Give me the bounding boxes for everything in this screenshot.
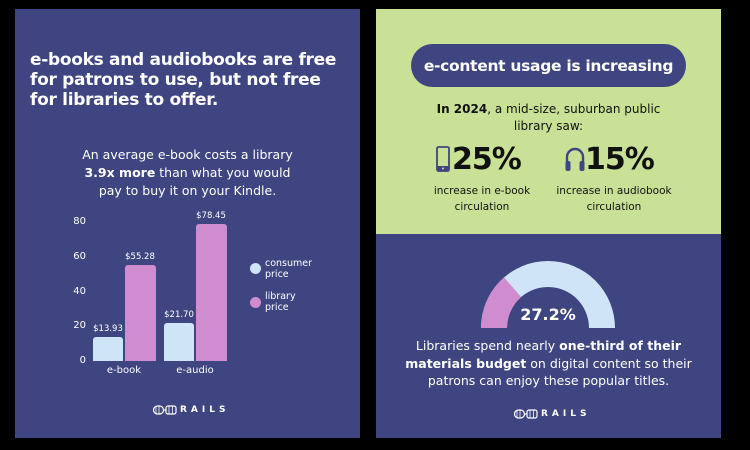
subtitle-rest: than what you would xyxy=(155,165,291,180)
subtitle-line-3: pay to buy it on your Kindle. xyxy=(98,183,277,198)
rails-logo-left: RAILS xyxy=(153,405,229,415)
legend-library-dot xyxy=(250,297,261,308)
gauge-value: 27.2% xyxy=(520,305,576,324)
bar-ebook-consumer xyxy=(93,337,123,361)
stat-ebook-label: increase in e-book circulation xyxy=(417,183,547,215)
stat-ebook-label-line2: circulation xyxy=(454,201,510,213)
y-tick-80: 80 xyxy=(73,216,86,227)
pill-heading: e-content usage is increasing xyxy=(411,44,686,87)
desc-pre: Libraries spend nearly xyxy=(415,338,560,353)
rails-logo-right: RAILS xyxy=(514,409,590,419)
bar-label-eaudio-library: $78.45 xyxy=(196,211,226,221)
tablet-icon xyxy=(436,146,450,176)
intro-bold: In 2024 xyxy=(436,102,488,116)
desc-line-3: patrons can enjoy these popular titles. xyxy=(427,373,670,388)
intro-line-2: library saw: xyxy=(513,119,584,133)
stat-ebook-label-line1: increase in e-book xyxy=(433,185,531,197)
stat-audio-value: 15% xyxy=(585,142,655,177)
legend-consumer-label: consumer price xyxy=(265,258,313,280)
stat-audio-label-line1: increase in audiobook xyxy=(556,185,672,197)
bar-label-ebook-consumer: $13.93 xyxy=(93,324,123,334)
y-tick-20: 20 xyxy=(73,320,86,331)
left-title: e-books and audiobooks are free for patr… xyxy=(30,50,337,110)
rails-logo-icon xyxy=(514,409,538,419)
stat-ebook-value: 25% xyxy=(452,142,522,177)
intro-text: In 2024, a mid-size, suburban public lib… xyxy=(376,101,721,135)
category-label-eaudio: e-audio xyxy=(176,365,214,376)
desc-line-1: Libraries spend nearly one-third of thei… xyxy=(376,337,721,355)
subtitle-line-1: An average e-book costs a library xyxy=(82,147,293,162)
subtitle-line-2: 3.9x more than what you would xyxy=(15,164,360,182)
category-label-ebook: e-book xyxy=(106,365,142,376)
bar-eaudio-library xyxy=(196,224,227,361)
stat-audio-label-line2: circulation xyxy=(586,201,642,213)
budget-gauge-chart xyxy=(480,260,616,334)
bar-label-eaudio-consumer: $21.70 xyxy=(164,310,194,320)
headphones-icon xyxy=(565,146,585,176)
budget-description: Libraries spend nearly one-third of thei… xyxy=(376,337,721,390)
rails-logo-icon xyxy=(153,405,177,415)
intro-rest: , a mid-size, suburban public xyxy=(487,102,661,116)
subtitle-bold: 3.9x more xyxy=(84,165,156,180)
left-subtitle: An average e-book costs a library 3.9x m… xyxy=(15,146,360,200)
stat-audio-label: increase in audiobook circulation xyxy=(549,183,679,215)
rails-logo-text: RAILS xyxy=(541,409,591,419)
desc-line-2: materials budget on digital content so t… xyxy=(376,355,721,373)
rails-logo-text: RAILS xyxy=(180,405,230,415)
legend-consumer-dot xyxy=(250,263,261,274)
desc-bold-1: one-third of their xyxy=(559,338,682,353)
left-infographic-panel xyxy=(15,9,360,438)
y-tick-60: 60 xyxy=(73,251,86,262)
bar-eaudio-consumer xyxy=(164,323,194,361)
bar-label-ebook-library: $55.28 xyxy=(125,252,155,262)
intro-line-1: In 2024, a mid-size, suburban public xyxy=(376,101,721,118)
desc-bold-2: materials budget xyxy=(405,355,527,371)
legend-library-label: library price xyxy=(265,291,296,313)
y-tick-0: 0 xyxy=(79,355,86,366)
y-tick-40: 40 xyxy=(73,286,86,297)
desc-rest: on digital content so their xyxy=(526,355,692,371)
bar-ebook-library xyxy=(125,265,156,361)
